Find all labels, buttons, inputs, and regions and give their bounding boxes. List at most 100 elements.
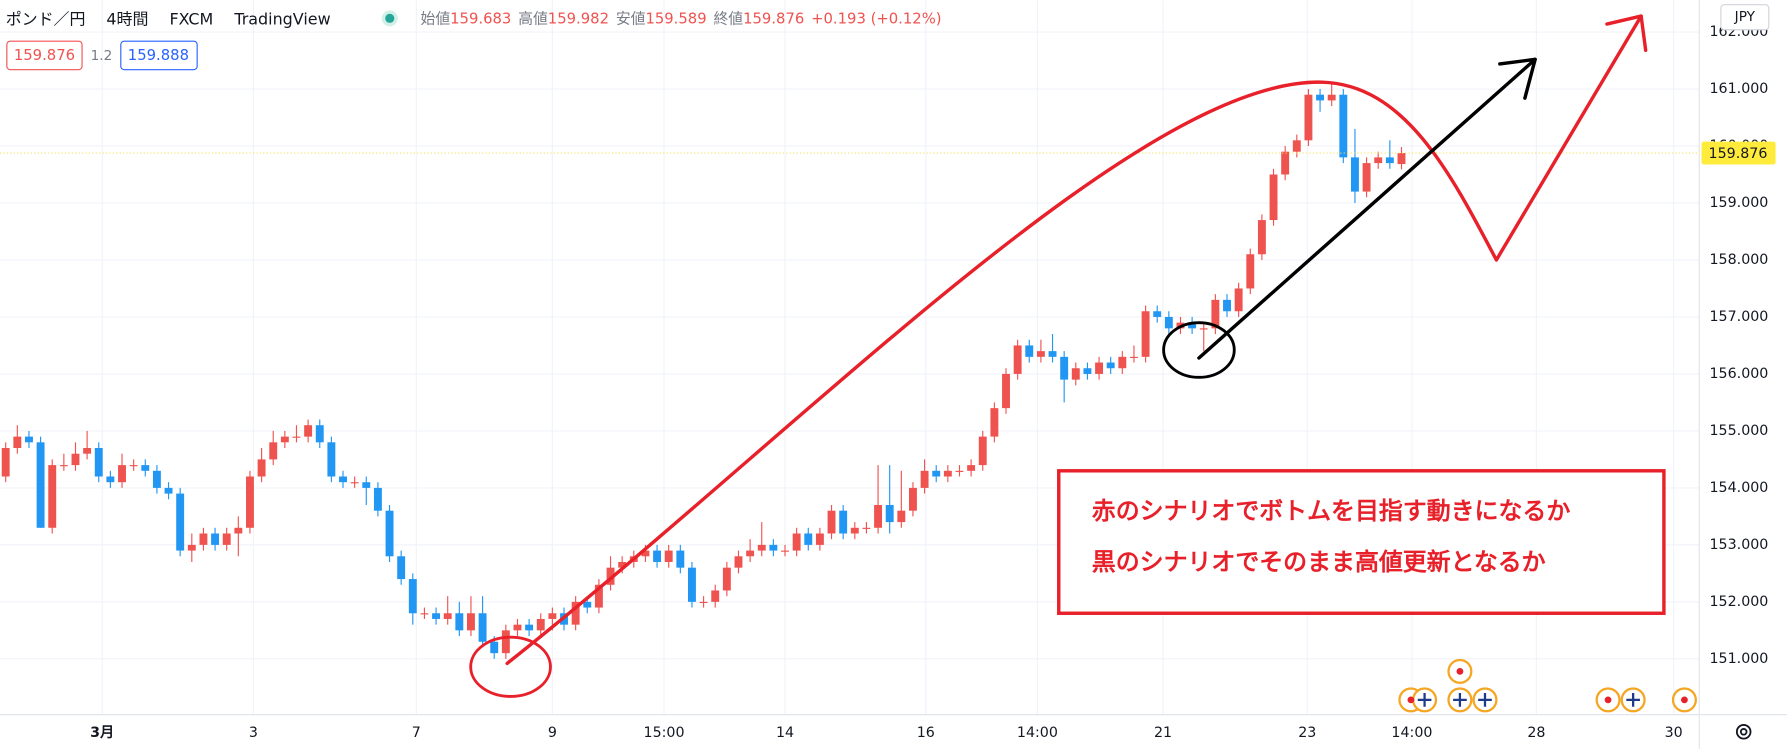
- bid: 159.876: [14, 47, 75, 64]
- header: ポンド／円 4時間 FXCM TradingView: [6, 9, 331, 28]
- candle-body: [1374, 157, 1383, 164]
- candle-body: [59, 465, 68, 467]
- candle-body: [478, 613, 487, 642]
- candle-body: [571, 601, 580, 625]
- candle-body: [1130, 356, 1138, 358]
- candle-body: [676, 550, 685, 568]
- candle-body: [746, 550, 755, 557]
- x-tick-label: 7: [412, 725, 421, 741]
- currency-button[interactable]: [1720, 4, 1770, 31]
- candle-body: [187, 544, 196, 551]
- candle-body: [1106, 362, 1115, 369]
- candle-body: [432, 613, 441, 619]
- candle-body: [1036, 351, 1045, 357]
- candle-body: [1362, 163, 1371, 192]
- candle-body: [943, 470, 952, 477]
- red-arrowhead: [1605, 14, 1648, 52]
- candle-body: [118, 465, 126, 483]
- ohlc-label: 安値: [616, 10, 646, 27]
- candle-body: [920, 470, 929, 488]
- x-tick-label: 15:00: [644, 725, 685, 741]
- candle-body: [455, 613, 464, 631]
- candle-body: [199, 533, 208, 545]
- candle-body: [1257, 220, 1266, 255]
- candle-body: [234, 527, 243, 534]
- x-tick-label: 23: [1298, 725, 1316, 741]
- candle-body: [106, 476, 115, 483]
- last-price-label: 159.876: [1709, 146, 1768, 162]
- candle-body: [1199, 328, 1208, 330]
- y-tick-label: 151.000: [1710, 651, 1769, 667]
- candle-body: [1060, 356, 1069, 380]
- candle-body: [152, 470, 161, 488]
- candle-body: [397, 556, 406, 580]
- candle-body: [583, 601, 592, 608]
- candle-body: [606, 567, 615, 585]
- candle-body: [1339, 94, 1348, 158]
- candle-body: [664, 550, 673, 562]
- ohlc-value: 159.589: [645, 10, 706, 27]
- candle-body: [211, 533, 220, 545]
- candle-body: [257, 459, 266, 477]
- candle-body: [688, 567, 696, 602]
- ask: 159.888: [128, 47, 189, 64]
- x-tick-label: 14: [776, 725, 794, 741]
- candle-body: [1211, 299, 1220, 329]
- y-tick-label: 152.000: [1710, 594, 1769, 610]
- ohlc-legend: 始値159.683 高値159.982 安値159.589 終値159.876 +0.1…: [421, 10, 942, 27]
- candles: [1, 83, 1406, 659]
- candle-body: [1141, 311, 1150, 357]
- candle-body: [501, 630, 510, 654]
- symbol: ポンド／円: [6, 9, 86, 28]
- candle-body: [1118, 356, 1127, 369]
- candle-body: [420, 613, 429, 615]
- candle-body: [1269, 174, 1278, 221]
- source: FXCM: [169, 9, 213, 28]
- candle-body: [932, 470, 941, 477]
- candle-body: [350, 482, 359, 484]
- candle-body: [1188, 322, 1197, 329]
- candle-body: [594, 584, 603, 608]
- candle-body: [408, 579, 417, 614]
- candle-body: [967, 465, 976, 471]
- annotation-text: 赤のシナリオでボトムを目指す動きになるか: [1092, 497, 1571, 525]
- candle-body: [222, 533, 231, 545]
- candle-body: [1071, 368, 1080, 380]
- ohlc-value: 159.683: [450, 10, 511, 27]
- ask-box[interactable]: [120, 40, 198, 71]
- candle-body: [1164, 316, 1173, 329]
- last-price-tag: [1701, 141, 1776, 165]
- ohlc-label: 高値: [518, 10, 548, 27]
- candle-body: [955, 470, 964, 472]
- annotation-text: 黒のシナリオでそのまま高値更新となるか: [1092, 548, 1546, 576]
- y-tick-label: 159.000: [1710, 195, 1769, 211]
- y-tick-label: 154.000: [1710, 480, 1769, 496]
- candle-body: [734, 556, 743, 568]
- candle-body: [467, 613, 475, 631]
- candle-body: [1223, 299, 1231, 312]
- candle-body: [792, 533, 801, 551]
- settings-icon[interactable]: [1735, 724, 1752, 740]
- candle-body: [1002, 373, 1010, 409]
- candle-body: [304, 425, 313, 437]
- red-circle: [469, 635, 552, 698]
- candle-body: [1281, 151, 1290, 175]
- candle-body: [315, 425, 324, 443]
- candle-body: [36, 442, 45, 528]
- y-tick-label: 161.000: [1710, 81, 1769, 97]
- candle-body: [141, 465, 150, 471]
- y-tick-label: 155.000: [1710, 423, 1769, 439]
- y-tick-label: 156.000: [1710, 366, 1769, 382]
- events: [1398, 658, 1697, 713]
- candle-body: [722, 567, 731, 591]
- black-scenario: [1197, 57, 1537, 360]
- x-tick-label: 28: [1527, 725, 1545, 741]
- axes: 151.000 152.000 153.000 154.000 155.000 156.0…: [90, 24, 1776, 741]
- candle-body: [525, 624, 534, 631]
- candle-body: [1095, 362, 1104, 374]
- candle-body: [548, 613, 557, 619]
- bid-box[interactable]: [6, 40, 83, 71]
- candle-body: [246, 476, 254, 528]
